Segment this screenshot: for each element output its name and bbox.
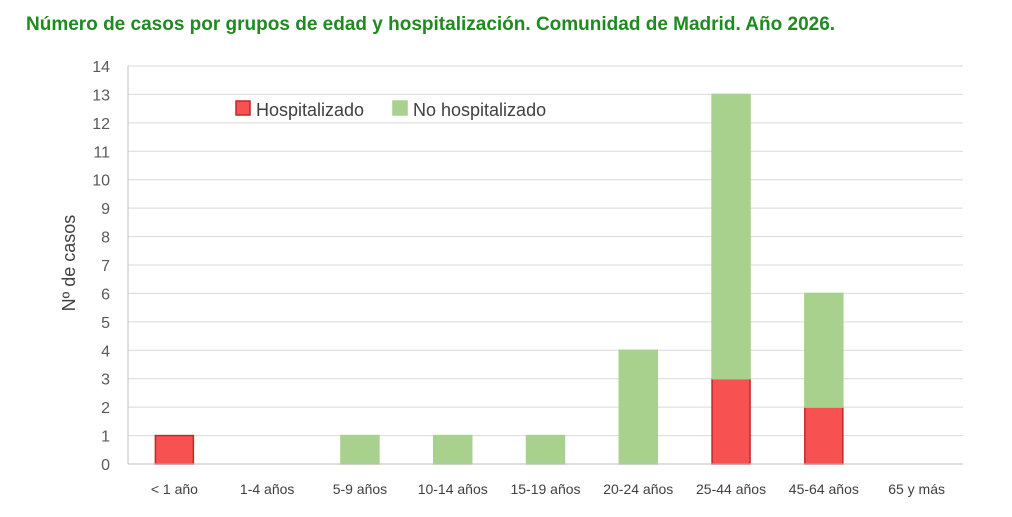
- bar-hospitalizado: [804, 406, 844, 465]
- bars: [154, 93, 844, 465]
- x-tick-labels: < 1 año 1-4 años 5-9 años 10-14 años 15-19 a…: [151, 481, 945, 497]
- bar-no-hospitalizado: [525, 434, 566, 465]
- x-tick-label: 1-4 años: [240, 481, 294, 497]
- axes: [127, 66, 963, 465]
- bar-no-hospitalizado: [804, 292, 844, 408]
- x-tick-label: 15-19 años: [510, 481, 580, 497]
- y-tick-label: 1: [101, 429, 110, 446]
- legend-swatch-no-hospitalizado: [392, 100, 408, 116]
- y-tick-label: 2: [101, 400, 110, 417]
- bar-hospitalizado: [711, 377, 751, 465]
- y-tick-label: 12: [92, 116, 110, 133]
- bar-no-hospitalizado: [340, 434, 380, 465]
- y-tick-label: 5: [101, 315, 110, 332]
- y-tick-label: 11: [93, 144, 110, 161]
- x-tick-label: 25-44 años: [696, 481, 766, 497]
- y-axis-label: Nº de casos: [59, 215, 79, 312]
- y-tick-label: 8: [101, 230, 110, 247]
- x-tick-label: 5-9 años: [333, 481, 387, 497]
- y-tick-label: 4: [101, 343, 110, 360]
- x-tick-label: 65 y más: [888, 481, 945, 497]
- bar-no-hospitalizado: [432, 434, 473, 465]
- legend: Hospitalizado No hospitalizado: [235, 100, 546, 120]
- y-tick-label: 14: [92, 59, 110, 76]
- x-tick-label: 10-14 años: [418, 481, 488, 497]
- legend-swatch-hospitalizado: [235, 100, 251, 116]
- x-tick-label: 20-24 años: [603, 481, 673, 497]
- y-tick-label: 7: [101, 258, 110, 275]
- x-tick-label: < 1 año: [151, 481, 198, 497]
- bar-hospitalizado: [154, 434, 195, 465]
- y-tick-label: 10: [92, 173, 110, 190]
- y-tick-label: 3: [101, 372, 110, 389]
- y-tick-label: 9: [101, 201, 110, 218]
- legend-label-no-hospitalizado: No hospitalizado: [413, 100, 546, 120]
- bar-no-hospitalizado: [711, 93, 751, 380]
- y-tick-label: 13: [92, 87, 110, 104]
- y-tick-label: 6: [101, 286, 110, 303]
- legend-label-hospitalizado: Hospitalizado: [256, 100, 364, 120]
- y-tick-label: 0: [101, 457, 110, 474]
- chart-title: Número de casos por grupos de edad y hos…: [26, 14, 836, 35]
- bar-no-hospitalizado: [618, 349, 659, 465]
- x-tick-label: 45-64 años: [789, 481, 859, 497]
